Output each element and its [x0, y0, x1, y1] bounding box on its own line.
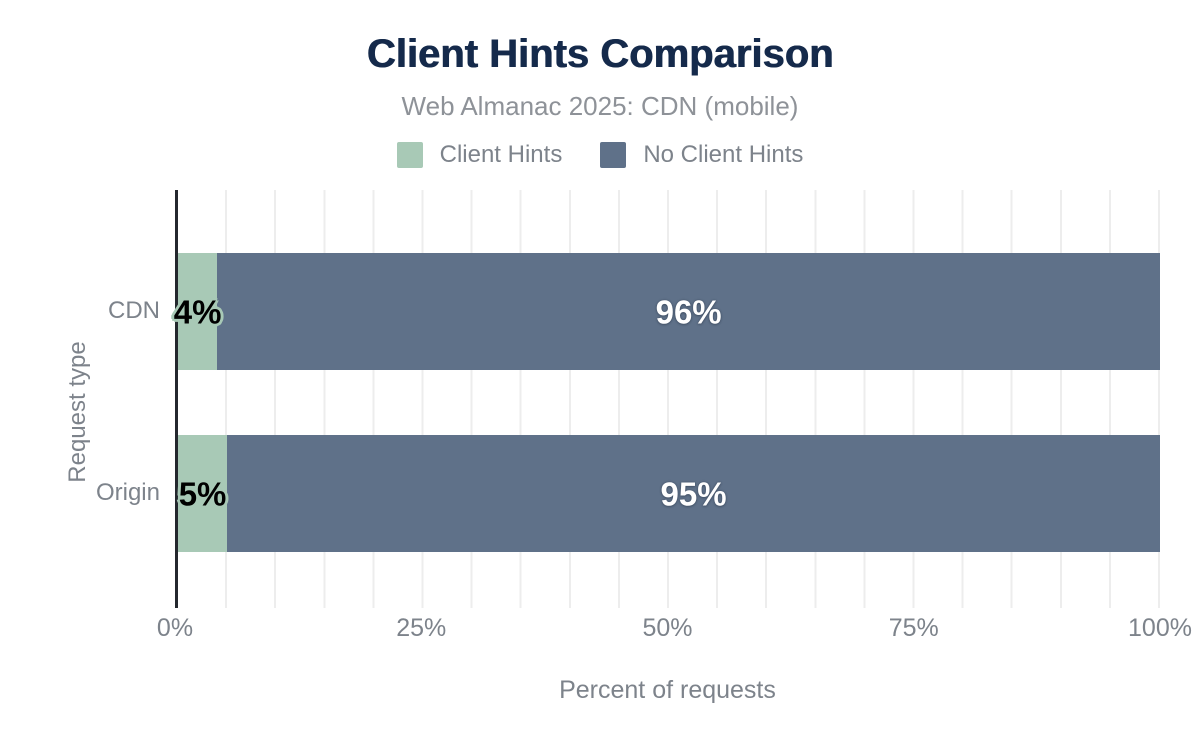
x-axis-title: Percent of requests: [559, 676, 776, 704]
plot-area: 4% 96% 5% 95%: [174, 190, 1160, 608]
category-label-origin: Origin: [95, 479, 160, 506]
bar-cdn: 4% 96%: [174, 253, 1160, 370]
x-tick-100: 100%: [1128, 614, 1192, 642]
bar-origin-client-hints-segment: 5%: [178, 435, 228, 552]
bar-cdn-client-hints-value: 4%: [173, 293, 222, 330]
legend-item-client-hints: Client Hints: [396, 141, 563, 169]
x-tick-75: 75%: [888, 614, 939, 642]
x-axis-ticks: 0% 25% 50% 75% 100%: [157, 614, 1192, 644]
bar-origin-client-hints-value: 5%: [178, 475, 227, 512]
legend-label-no-client-hints: No Client Hints: [643, 141, 804, 168]
bar-cdn-client-hints-segment: 4%: [174, 253, 221, 370]
bar-origin-no-client-hints-segment: 95%: [227, 435, 1160, 552]
category-label-cdn: CDN: [108, 297, 160, 324]
legend-label-client-hints: Client Hints: [439, 141, 563, 168]
legend-item-no-client-hints: No Client Hints: [600, 141, 803, 169]
y-axis-title: Request type: [64, 341, 91, 483]
bar-origin: 5% 95%: [178, 435, 1160, 552]
legend-swatch-client-hints-icon: [396, 142, 423, 168]
legend: Client Hints No Client Hints: [0, 141, 1200, 169]
x-tick-25: 25%: [396, 614, 447, 642]
chart-title: Client Hints Comparison: [366, 32, 834, 76]
bar-cdn-no-client-hints-segment: 96%: [217, 253, 1160, 370]
chart-subtitle: Web Almanac 2025: CDN (mobile): [401, 91, 799, 121]
bar-cdn-no-client-hints-value: 96%: [655, 293, 722, 330]
x-tick-0: 0%: [156, 614, 194, 642]
bar-origin-no-client-hints-value: 95%: [660, 475, 727, 512]
legend-swatch-no-client-hints-icon: [600, 142, 627, 168]
x-tick-50: 50%: [642, 614, 693, 642]
